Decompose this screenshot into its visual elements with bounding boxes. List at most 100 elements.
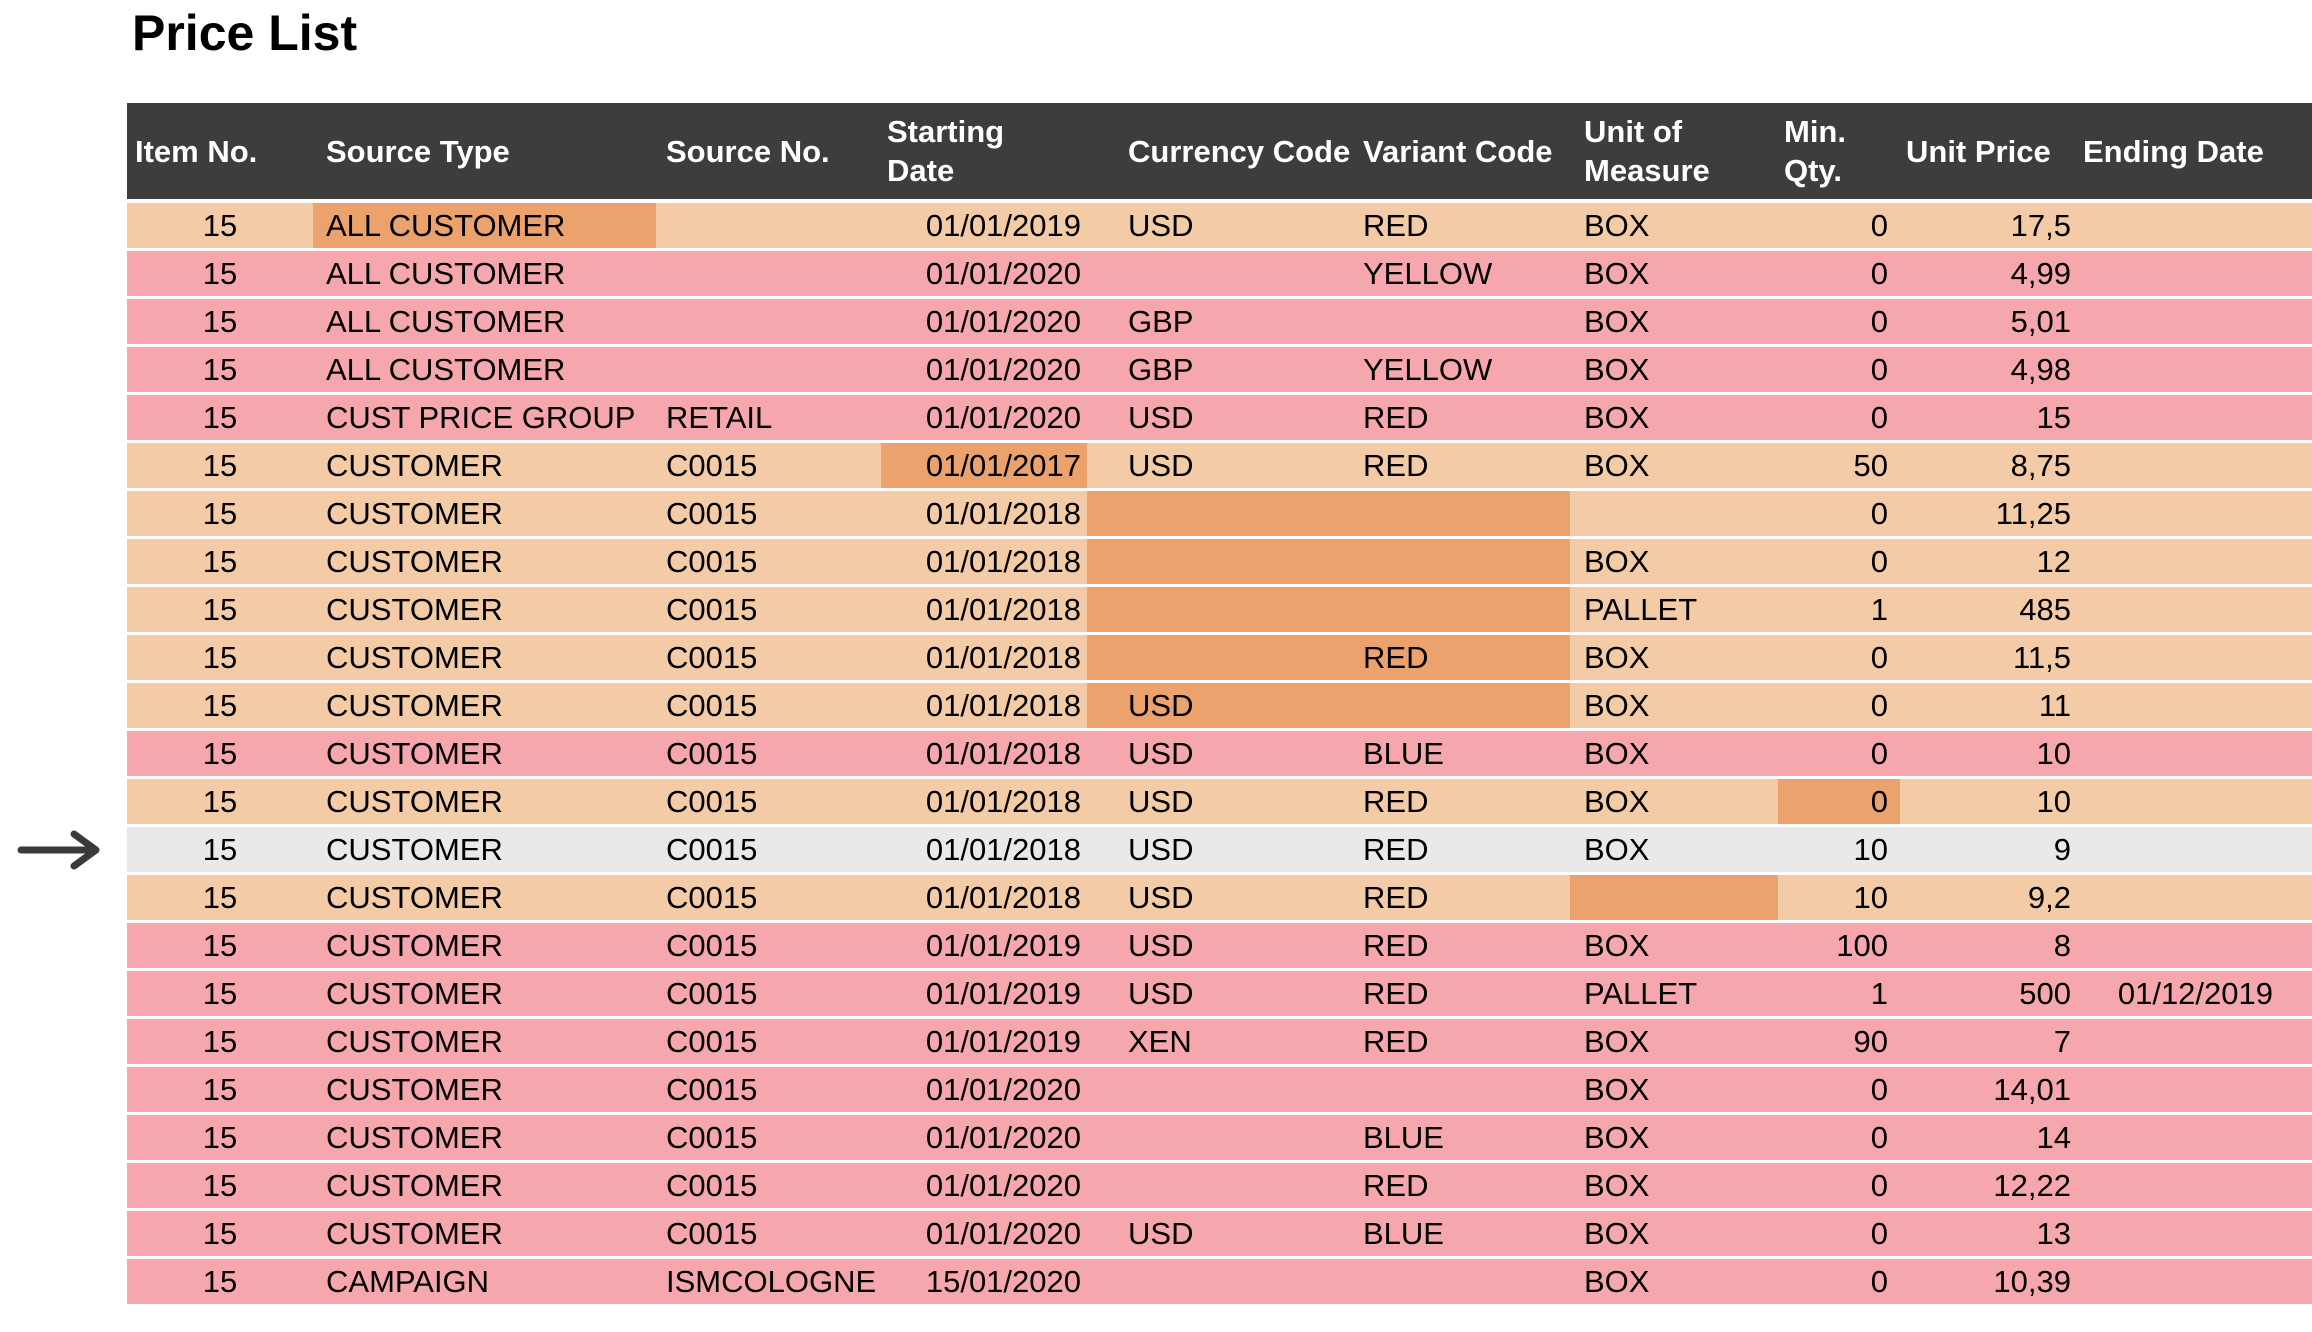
cell-item_no: 15 bbox=[127, 1065, 313, 1115]
cell-source_type: CUSTOMER bbox=[313, 921, 656, 971]
cell-item_no: 15 bbox=[127, 1113, 313, 1163]
cell-starting_date: 01/01/2020 bbox=[881, 1065, 1087, 1115]
cell-item_no: 15 bbox=[127, 873, 313, 923]
cell-item_no: 15 bbox=[127, 633, 313, 683]
cell-currency_code: GBP bbox=[1087, 345, 1353, 395]
cell-unit_of_measure: BOX bbox=[1570, 1257, 1778, 1307]
cell-starting_date: 01/01/2020 bbox=[881, 297, 1087, 347]
table-row: 15 ALL CUSTOMER 01/01/2020 GBP YELLOW BOX 0 4,9… bbox=[127, 345, 2312, 395]
cell-variant_code: BLUE bbox=[1353, 729, 1570, 779]
cell-unit_price: 12 bbox=[1900, 537, 2081, 587]
cell-starting_date: 01/01/2019 bbox=[881, 921, 1087, 971]
cell-source_no: C0015 bbox=[656, 489, 881, 539]
cell-currency_code bbox=[1087, 1257, 1353, 1307]
cell-ending_date bbox=[2081, 921, 2312, 971]
cell-currency_code: USD bbox=[1087, 441, 1353, 491]
cell-source_no: C0015 bbox=[656, 777, 881, 827]
cell-variant_code: YELLOW bbox=[1353, 249, 1570, 299]
cell-currency_code: USD bbox=[1087, 681, 1353, 731]
cell-min_qty: 0 bbox=[1778, 1113, 1900, 1163]
cell-item_no: 15 bbox=[127, 1017, 313, 1067]
cell-source_type: CUST PRICE GROUP bbox=[313, 393, 656, 443]
cell-unit_price: 5,01 bbox=[1900, 297, 2081, 347]
cell-source_no: C0015 bbox=[656, 1065, 881, 1115]
cell-unit_of_measure: PALLET bbox=[1570, 969, 1778, 1019]
cell-source_no bbox=[656, 345, 881, 395]
cell-source_type: CAMPAIGN bbox=[313, 1257, 656, 1307]
cell-starting_date: 01/01/2019 bbox=[881, 201, 1087, 251]
cell-min_qty: 0 bbox=[1778, 1257, 1900, 1307]
cell-source_type: CUSTOMER bbox=[313, 1065, 656, 1115]
table-row: 15 CUSTOMER C0015 01/01/2018 RED BOX 0 11,5 bbox=[127, 633, 2312, 683]
cell-unit_of_measure: BOX bbox=[1570, 777, 1778, 827]
cell-ending_date bbox=[2081, 441, 2312, 491]
cell-source_type: CUSTOMER bbox=[313, 777, 656, 827]
cell-source_no: C0015 bbox=[656, 1017, 881, 1067]
cell-min_qty: 0 bbox=[1778, 249, 1900, 299]
cell-ending_date bbox=[2081, 1257, 2312, 1307]
table-row: 15 ALL CUSTOMER 01/01/2019 USD RED BOX 0 17,5 bbox=[127, 201, 2312, 251]
cell-unit_of_measure: BOX bbox=[1570, 1065, 1778, 1115]
cell-variant_code: BLUE bbox=[1353, 1113, 1570, 1163]
cell-unit_of_measure: BOX bbox=[1570, 825, 1778, 875]
cell-unit_price: 4,98 bbox=[1900, 345, 2081, 395]
column-header-ending_date: Ending Date bbox=[2081, 103, 2312, 203]
table-row: 15 CAMPAIGN ISMCOLOGNE 15/01/2020 BOX 0 10,39 bbox=[127, 1257, 2312, 1307]
column-header-item_no: Item No. bbox=[127, 103, 313, 203]
cell-min_qty: 90 bbox=[1778, 1017, 1900, 1067]
cell-ending_date bbox=[2081, 729, 2312, 779]
table-row: 15 CUSTOMER C0015 01/01/2018 USD RED 10 9,2 bbox=[127, 873, 2312, 923]
cell-source_type: CUSTOMER bbox=[313, 681, 656, 731]
cell-unit_price: 11,5 bbox=[1900, 633, 2081, 683]
table-row: 15 CUSTOMER C0015 01/01/2020 BOX 0 14,01 bbox=[127, 1065, 2312, 1115]
cell-unit_price: 11,25 bbox=[1900, 489, 2081, 539]
table-row: 15 CUSTOMER C0015 01/01/2020 BLUE BOX 0 14 bbox=[127, 1113, 2312, 1163]
cell-starting_date: 01/01/2018 bbox=[881, 633, 1087, 683]
cell-source_type: CUSTOMER bbox=[313, 1113, 656, 1163]
column-header-currency_code: Currency Code bbox=[1087, 103, 1353, 203]
cell-unit_of_measure: BOX bbox=[1570, 537, 1778, 587]
cell-unit_of_measure: BOX bbox=[1570, 393, 1778, 443]
cell-ending_date bbox=[2081, 777, 2312, 827]
cell-variant_code: RED bbox=[1353, 633, 1570, 683]
cell-currency_code bbox=[1087, 585, 1353, 635]
cell-ending_date bbox=[2081, 1209, 2312, 1259]
cell-ending_date bbox=[2081, 1017, 2312, 1067]
cell-unit_price: 15 bbox=[1900, 393, 2081, 443]
cell-ending_date bbox=[2081, 297, 2312, 347]
cell-currency_code: USD bbox=[1087, 777, 1353, 827]
cell-unit_of_measure: BOX bbox=[1570, 201, 1778, 251]
cell-source_type: CUSTOMER bbox=[313, 1161, 656, 1211]
cell-source_type: CUSTOMER bbox=[313, 729, 656, 779]
cell-item_no: 15 bbox=[127, 393, 313, 443]
cell-unit_of_measure bbox=[1570, 873, 1778, 923]
cell-currency_code bbox=[1087, 249, 1353, 299]
cell-variant_code bbox=[1353, 585, 1570, 635]
cell-starting_date: 01/01/2018 bbox=[881, 873, 1087, 923]
cell-item_no: 15 bbox=[127, 537, 313, 587]
cell-ending_date bbox=[2081, 249, 2312, 299]
cell-source_no bbox=[656, 249, 881, 299]
cell-ending_date bbox=[2081, 345, 2312, 395]
cell-unit_price: 11 bbox=[1900, 681, 2081, 731]
cell-currency_code: USD bbox=[1087, 873, 1353, 923]
cell-ending_date bbox=[2081, 681, 2312, 731]
cell-source_type: CUSTOMER bbox=[313, 1017, 656, 1067]
cell-variant_code: RED bbox=[1353, 873, 1570, 923]
table-row: 15 CUSTOMER C0015 01/01/2018 0 11,25 bbox=[127, 489, 2312, 539]
cell-min_qty: 1 bbox=[1778, 969, 1900, 1019]
cell-variant_code: RED bbox=[1353, 393, 1570, 443]
table-row-marked: 15 CUSTOMER C0015 01/01/2018 USD RED BOX 10 9 bbox=[127, 825, 2312, 875]
cell-source_no bbox=[656, 297, 881, 347]
cell-variant_code: RED bbox=[1353, 441, 1570, 491]
table-row: 15 CUSTOMER C0015 01/01/2018 BOX 0 12 bbox=[127, 537, 2312, 587]
cell-unit_price: 485 bbox=[1900, 585, 2081, 635]
cell-source_type: ALL CUSTOMER bbox=[313, 201, 656, 251]
cell-item_no: 15 bbox=[127, 921, 313, 971]
cell-ending_date bbox=[2081, 1161, 2312, 1211]
cell-currency_code: GBP bbox=[1087, 297, 1353, 347]
cell-item_no: 15 bbox=[127, 345, 313, 395]
cell-starting_date: 01/01/2020 bbox=[881, 249, 1087, 299]
column-header-min_qty: Min. Qty. bbox=[1778, 103, 1900, 203]
cell-variant_code: RED bbox=[1353, 1017, 1570, 1067]
